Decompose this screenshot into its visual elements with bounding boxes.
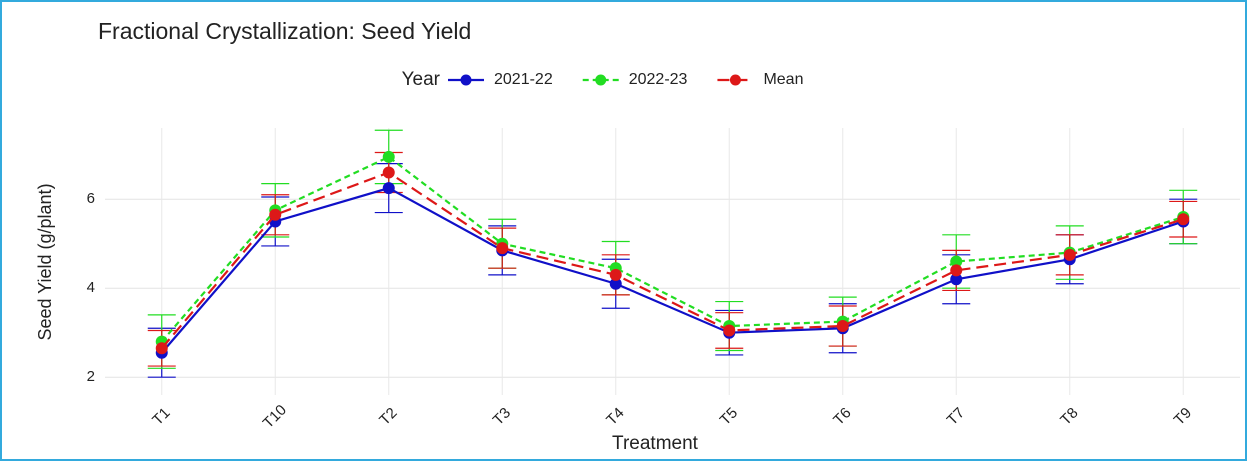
series-line [160,155,1184,343]
legend-title: Year [402,69,441,90]
x-axis-title: Treatment [612,433,699,454]
legend-label: 2021-22 [494,71,553,88]
data-point [950,264,963,277]
data-point [155,342,168,355]
data-point [1177,213,1190,226]
legend-marker [729,74,741,86]
y-tick-label: 6 [87,190,95,207]
data-point [496,242,509,255]
y-tick-label: 2 [87,368,95,385]
data-point [723,324,736,337]
data-point [382,182,395,195]
y-axis-title: Seed Yield (g/plant) [35,183,55,340]
data-point [609,277,622,290]
series-line [160,171,1184,349]
y-tick-label: 4 [87,279,95,296]
data-point [269,208,282,221]
series-line [160,186,1184,354]
data-point [950,255,963,268]
data-point [836,320,849,333]
data-point [950,273,963,286]
data-point [382,166,395,179]
legend-marker [460,74,472,86]
legend-label: 2022-23 [629,71,688,88]
data-point [1063,248,1076,261]
chart-title: Fractional Crystallization: Seed Yield [98,18,471,44]
legend-marker [595,74,607,86]
data-point [382,150,395,163]
data-point [609,268,622,281]
legend-label: Mean [763,71,803,88]
